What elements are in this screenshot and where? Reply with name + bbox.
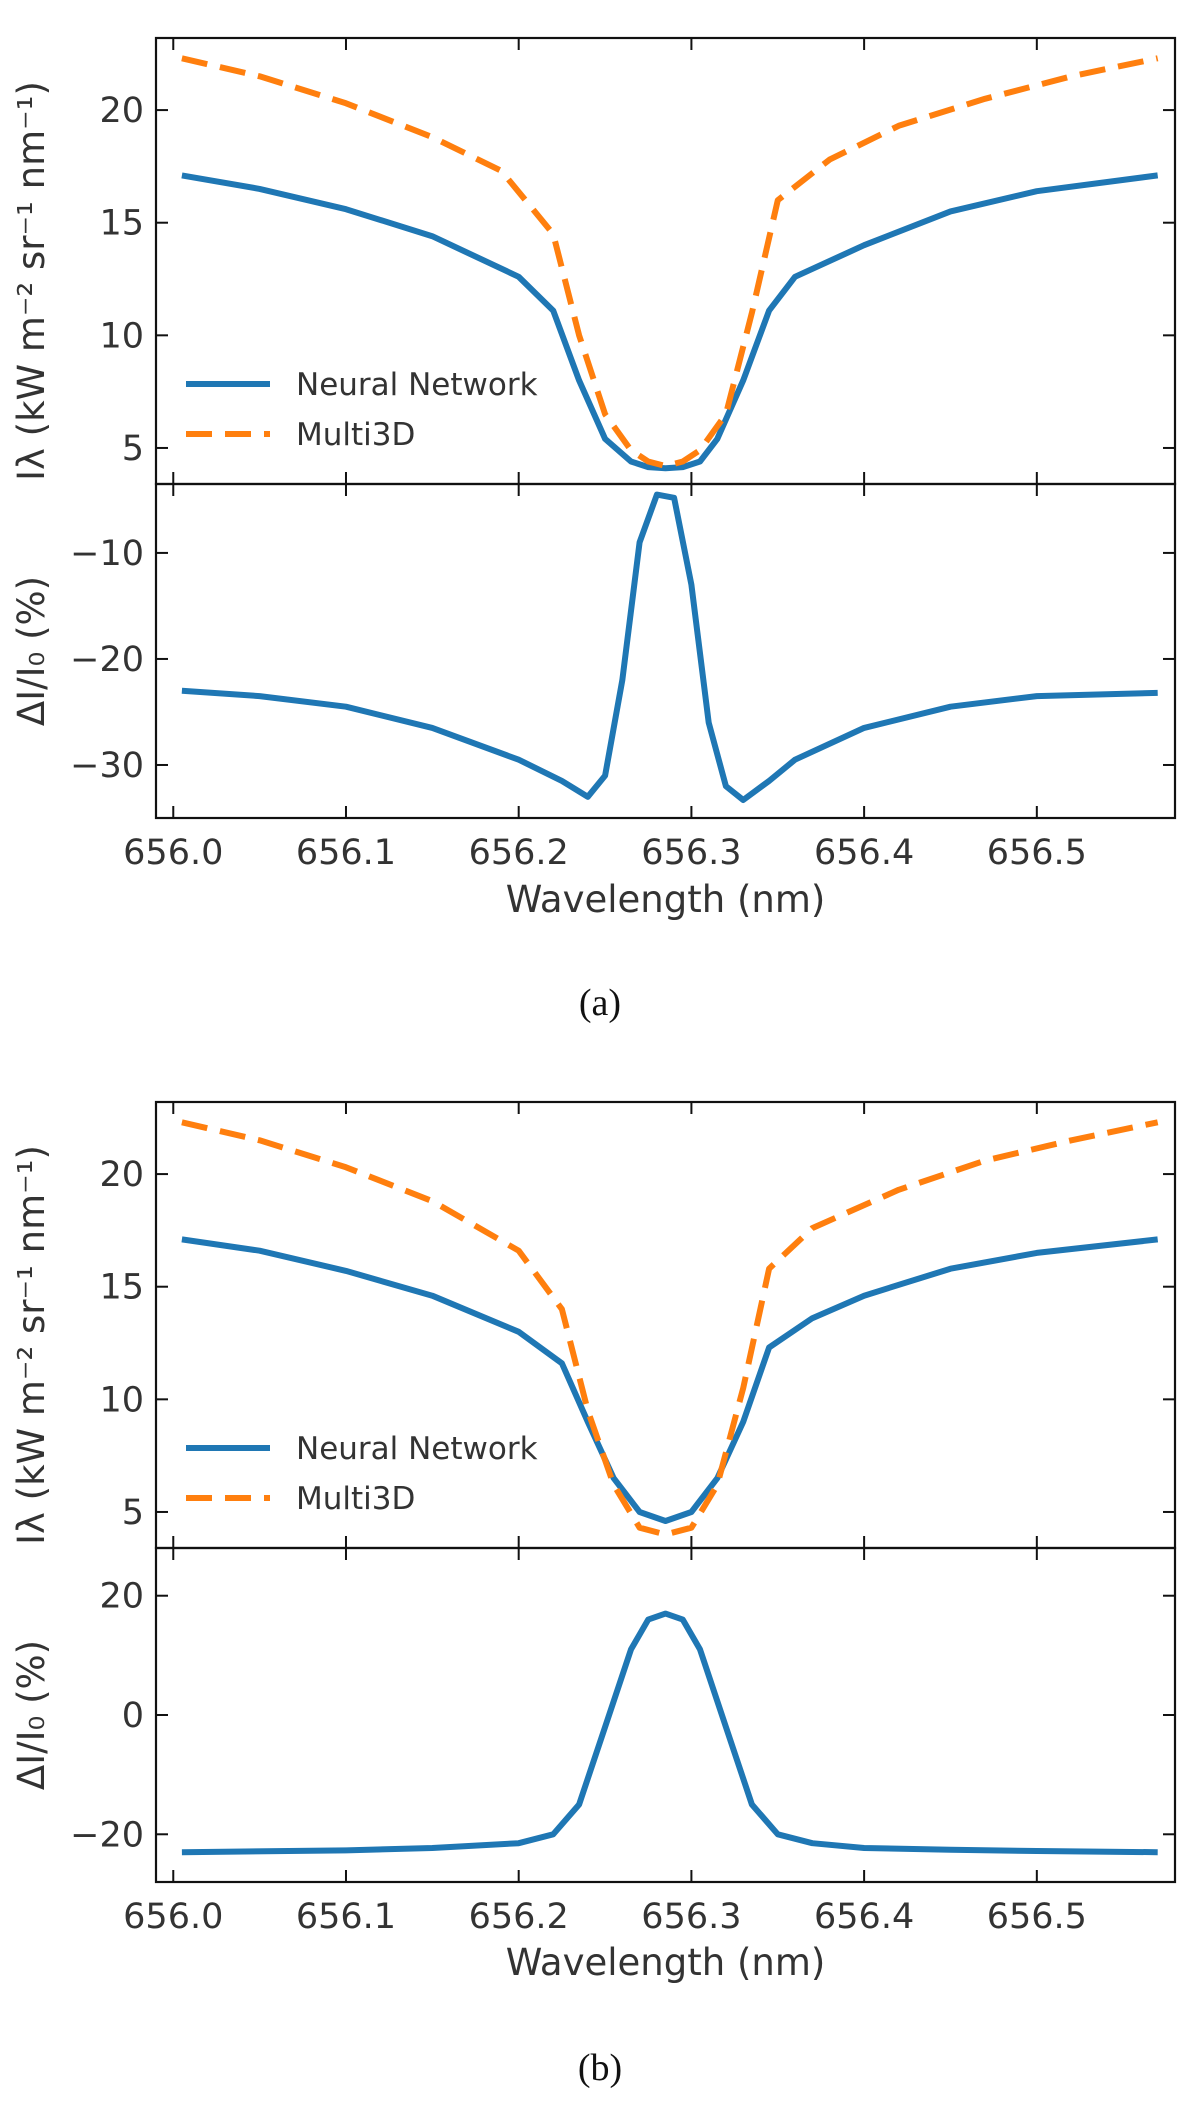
panel-a: 5 10 15 20 656.0 656.1 656.2 656.3 656.4 656.5 −30… (10, 36, 1177, 1024)
panel-a-intensity-series-neural-network-line (181, 172, 1159, 472)
panel-b-legend-label-neural-network: Neural Network (296, 1431, 538, 1467)
panel-b-difference-xtick-label: 656.1 (296, 1897, 396, 1937)
panel-a-intensity-series-multi3d-line (181, 55, 1159, 469)
panel-b-difference-xtick-label: 656.2 (469, 1897, 569, 1937)
panel-a-intensity-ytick-label: 15 (99, 204, 144, 244)
panel-a-difference-xtick-label: 656.2 (469, 833, 569, 873)
panel-a-difference-xtick-label: 656.1 (296, 833, 396, 873)
panel-b-difference-series-difference-line (181, 1610, 1158, 1856)
panel-a-legend-label-neural-network: Neural Network (296, 367, 538, 403)
panel-a-difference-xtick-label: 656.4 (814, 833, 914, 873)
panel-a-difference-series-difference-line (181, 491, 1158, 803)
panel-a-difference-ytick-label: −30 (70, 746, 144, 786)
panel-a-difference-ytick-label: −10 (70, 534, 144, 574)
panel-b-difference-ytick-label: 0 (122, 1696, 144, 1736)
panel-b-caption: (b) (578, 2047, 622, 2089)
panel-b-difference-frame (154, 1546, 1177, 1884)
panel-a-difference-frame (154, 482, 1177, 820)
panel-a-difference-xtick-label: 656.5 (987, 833, 1087, 873)
panel-b-intensity-ytick-label: 15 (99, 1268, 144, 1308)
panel-a-difference-ylabel: ΔI/I₀ (%) (10, 576, 53, 726)
panel-b-intensity-series-multi3d-line (181, 1119, 1159, 1538)
panel-a-intensity-ylabel: Iλ (kW m⁻² sr⁻¹ nm⁻¹) (10, 81, 53, 481)
panel-a-xlabel: Wavelength (nm) (506, 878, 826, 921)
panel-a-intensity-ytick-label: 10 (99, 316, 144, 356)
panel-b-difference-xtick-label: 656.0 (123, 1897, 223, 1937)
panel-b-difference-ytick-label: −20 (70, 1815, 144, 1855)
panel-a-difference-xtick-label: 656.3 (641, 833, 741, 873)
panel-b-intensity-series-neural-network-line (181, 1236, 1159, 1524)
panel-b-difference-xtick-label: 656.4 (814, 1897, 914, 1937)
panel-b-intensity-ytick-label: 10 (99, 1380, 144, 1420)
panel-a-difference-ytick-label: −20 (70, 640, 144, 680)
panel-a-intensity-ytick-label: 20 (99, 91, 144, 131)
panel-a-intensity-ytick-label: 5 (122, 429, 144, 469)
panel-a-legend-label-multi3d: Multi3D (296, 417, 415, 453)
panel-b-intensity-ytick-label: 5 (122, 1493, 144, 1533)
panel-b-difference-xtick-label: 656.3 (641, 1897, 741, 1937)
panel-b-difference-ylabel: ΔI/I₀ (%) (10, 1640, 53, 1790)
panel-b-intensity-ylabel: Iλ (kW m⁻² sr⁻¹ nm⁻¹) (10, 1145, 53, 1545)
panel-b: 5 10 15 20 656.0 656.1 656.2 656.3 656.4 656.5 −20… (10, 1100, 1177, 2089)
panel-a-difference-xtick-label: 656.0 (123, 833, 223, 873)
panel-b-xlabel: Wavelength (nm) (506, 1941, 826, 1984)
panel-b-difference-ytick-label: 20 (99, 1577, 144, 1617)
panel-b-intensity-ytick-label: 20 (99, 1155, 144, 1195)
panel-b-legend-label-multi3d: Multi3D (296, 1481, 415, 1517)
panel-a-caption: (a) (579, 982, 621, 1024)
panel-b-difference-xtick-label: 656.5 (987, 1897, 1087, 1937)
